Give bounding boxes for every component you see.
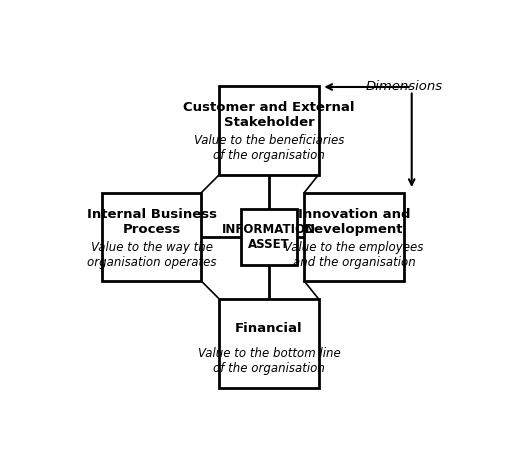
Text: Value to the bottom line
of the organisation: Value to the bottom line of the organisa… — [198, 347, 340, 375]
Text: Value to the employees
and the organisation: Value to the employees and the organisat… — [284, 241, 424, 269]
Text: Value to the way the
organisation operates: Value to the way the organisation operat… — [87, 241, 216, 269]
Bar — [241, 209, 297, 265]
Text: INFORMATION
ASSET: INFORMATION ASSET — [222, 223, 316, 251]
Text: Customer and External
Stakeholder: Customer and External Stakeholder — [183, 101, 355, 129]
Bar — [219, 86, 319, 174]
Bar — [219, 299, 319, 387]
Text: Dimensions: Dimensions — [365, 81, 443, 93]
Bar — [304, 193, 404, 281]
Text: Internal Business
Process: Internal Business Process — [87, 208, 217, 236]
Bar — [102, 193, 202, 281]
Text: Innovation and
Development: Innovation and Development — [298, 208, 410, 236]
Text: Value to the beneficiaries
of the organisation: Value to the beneficiaries of the organi… — [194, 134, 344, 162]
Text: Financial: Financial — [235, 322, 303, 335]
